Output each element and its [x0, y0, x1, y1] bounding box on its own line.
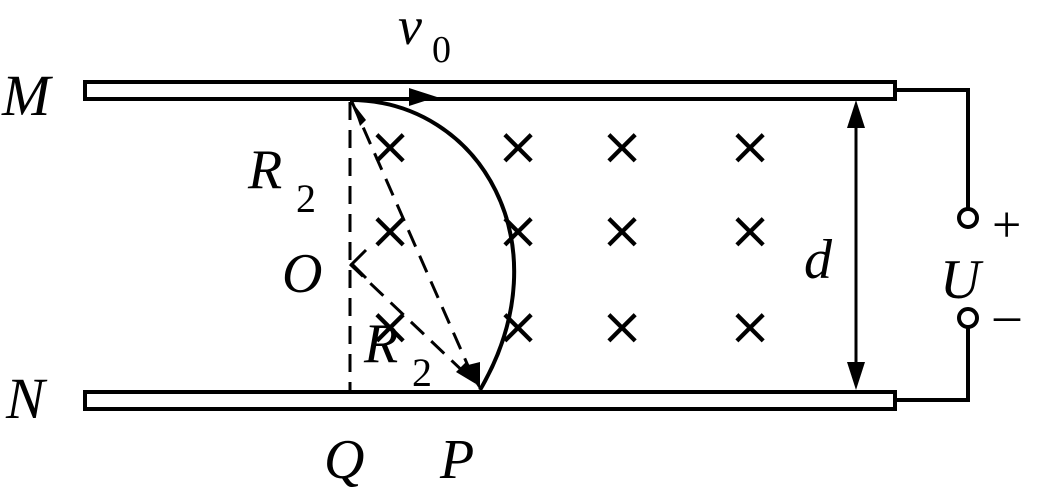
center-arrow-head-up: [352, 102, 366, 126]
label-radius-upper: R: [247, 139, 282, 201]
label-radius-lower: R: [363, 313, 398, 375]
wire-top: [895, 88, 970, 208]
label-point-p: P: [439, 429, 474, 491]
terminal-minus: [957, 307, 979, 329]
field-cross-icon: ×: [368, 201, 412, 261]
label-gap-d: d: [804, 229, 833, 291]
label-radius-lower-subscript: 2: [412, 350, 432, 395]
label-plate-m: M: [1, 63, 53, 128]
label-point-q: Q: [324, 429, 364, 491]
field-cross-icon: ×: [496, 297, 540, 357]
label-plus: +: [992, 197, 1021, 254]
field-cross-icon: ×: [368, 117, 412, 177]
velocity-arrow-head: [409, 88, 437, 106]
gap-arrow-head-bottom: [847, 362, 865, 390]
gap-arrow-head-top: [847, 100, 865, 128]
plate-m: [83, 80, 897, 101]
field-cross-icon: ×: [600, 117, 644, 177]
field-cross-icon: ×: [600, 201, 644, 261]
magnetic-field: × × × × × × × × × × × ×: [368, 117, 772, 357]
field-cross-icon: ×: [496, 201, 540, 261]
field-cross-icon: ×: [496, 117, 540, 177]
label-center-o: O: [282, 243, 322, 305]
label-velocity-subscript: 0: [432, 29, 451, 71]
field-cross-icon: ×: [728, 297, 772, 357]
trajectory-arc: [349, 98, 517, 392]
radius-arrow-head: [456, 362, 476, 384]
label-minus: –: [993, 287, 1021, 344]
plate-n: [83, 390, 897, 411]
label-plate-n: N: [5, 366, 48, 431]
terminal-plus: [957, 207, 979, 229]
field-cross-icon: ×: [728, 201, 772, 261]
label-velocity: v: [398, 0, 422, 56]
label-voltage-u: U: [940, 249, 984, 311]
field-cross-icon: ×: [728, 117, 772, 177]
dashed-chord: [350, 101, 478, 385]
wire-bottom: [895, 328, 970, 402]
label-radius-upper-subscript: 2: [296, 176, 316, 221]
center-arrow-head-o: [349, 248, 368, 280]
field-cross-icon: ×: [368, 297, 412, 357]
field-cross-icon: ×: [600, 297, 644, 357]
